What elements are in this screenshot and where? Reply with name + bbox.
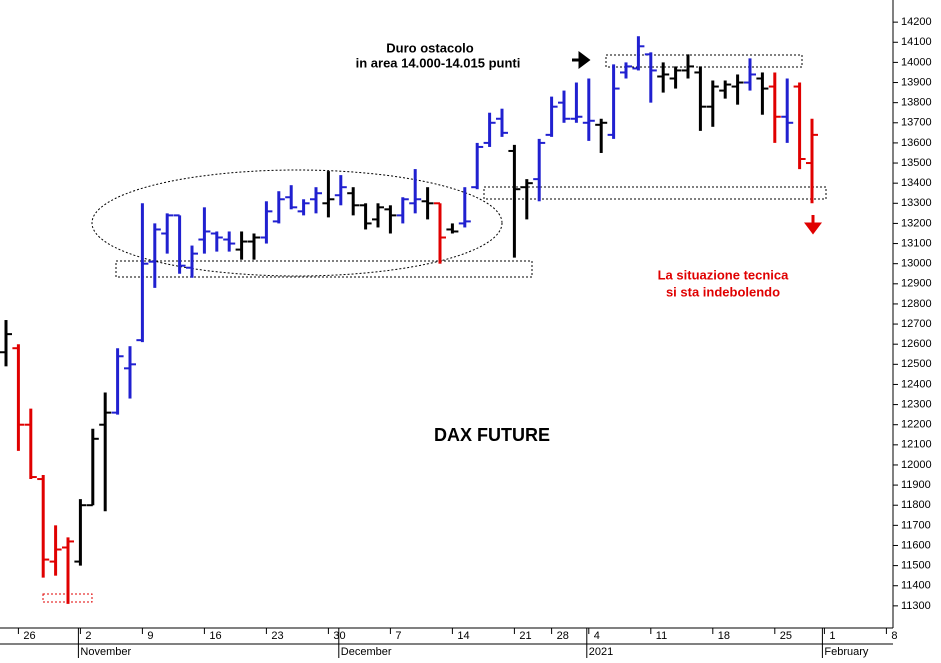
x-tick-label: 9: [147, 630, 153, 642]
month-label: November: [80, 646, 131, 658]
plot-area: [0, 0, 893, 628]
y-tick-label: 12700: [901, 318, 932, 330]
y-tick-label: 14000: [901, 56, 932, 68]
month-label: 2021: [589, 646, 613, 658]
x-tick-label: 7: [395, 630, 401, 642]
annotation: si sta indebolendo: [666, 284, 780, 299]
arrow: [572, 51, 591, 69]
annotation: in area 14.000-14.015 punti: [356, 55, 521, 70]
y-tick-label: 12200: [901, 419, 932, 431]
month-label: February: [824, 646, 869, 658]
chart-title: DAX FUTURE: [434, 425, 550, 445]
x-tick-label: 26: [23, 630, 35, 642]
x-tick-label: 8: [891, 630, 897, 642]
y-tick-label: 13000: [901, 258, 932, 270]
y-tick-label: 12400: [901, 378, 932, 390]
x-tick-label: 23: [271, 630, 283, 642]
y-tick-label: 12300: [901, 398, 932, 410]
y-tick-label: 12800: [901, 298, 932, 310]
arrow-down: [804, 215, 822, 235]
x-tick-label: 25: [780, 630, 792, 642]
y-tick-label: 12100: [901, 439, 932, 451]
y-tick-label: 11400: [901, 580, 931, 592]
y-tick-label: 11600: [901, 539, 931, 551]
support-box: [483, 186, 827, 200]
x-tick-label: 14: [457, 630, 469, 642]
y-tick-label: 12500: [901, 358, 932, 370]
y-tick-label: 14200: [901, 16, 932, 28]
x-tick-label: 11: [656, 630, 667, 642]
y-tick-label: 14100: [901, 36, 932, 48]
x-tick-label: 4: [594, 630, 600, 642]
x-tick-label: 18: [718, 630, 730, 642]
y-tick-label: 11800: [901, 499, 931, 511]
annotation: Duro ostacolo: [386, 40, 473, 55]
y-tick-label: 11300: [901, 600, 931, 612]
y-tick-label: 13400: [901, 177, 932, 189]
y-tick-label: 13100: [901, 237, 932, 249]
y-tick-label: 13900: [901, 76, 932, 88]
y-tick-label: 13800: [901, 97, 932, 109]
x-tick-label: 21: [519, 630, 531, 642]
y-tick-label: 13200: [901, 217, 932, 229]
y-tick-label: 11700: [901, 519, 931, 531]
y-tick-label: 13300: [901, 197, 932, 209]
annotation: La situazione tecnica: [658, 267, 790, 282]
y-tick-label: 13500: [901, 157, 932, 169]
support-box: [115, 260, 533, 278]
y-tick-label: 13600: [901, 137, 932, 149]
x-tick-label: 30: [333, 630, 345, 642]
y-tick-label: 11500: [901, 560, 931, 572]
y-tick-label: 12600: [901, 338, 932, 350]
consolidation-ellipse: [91, 169, 503, 277]
x-tick-label: 1: [829, 630, 835, 642]
month-label: December: [341, 646, 392, 658]
y-tick-label: 11900: [901, 479, 931, 491]
x-tick-label: 2: [85, 630, 91, 642]
y-tick-label: 12000: [901, 459, 932, 471]
x-tick-label: 16: [209, 630, 221, 642]
y-tick-label: 13700: [901, 117, 932, 129]
resistance-box: [605, 54, 803, 68]
x-tick-label: 28: [557, 630, 569, 642]
y-tick-label: 12900: [901, 278, 932, 290]
